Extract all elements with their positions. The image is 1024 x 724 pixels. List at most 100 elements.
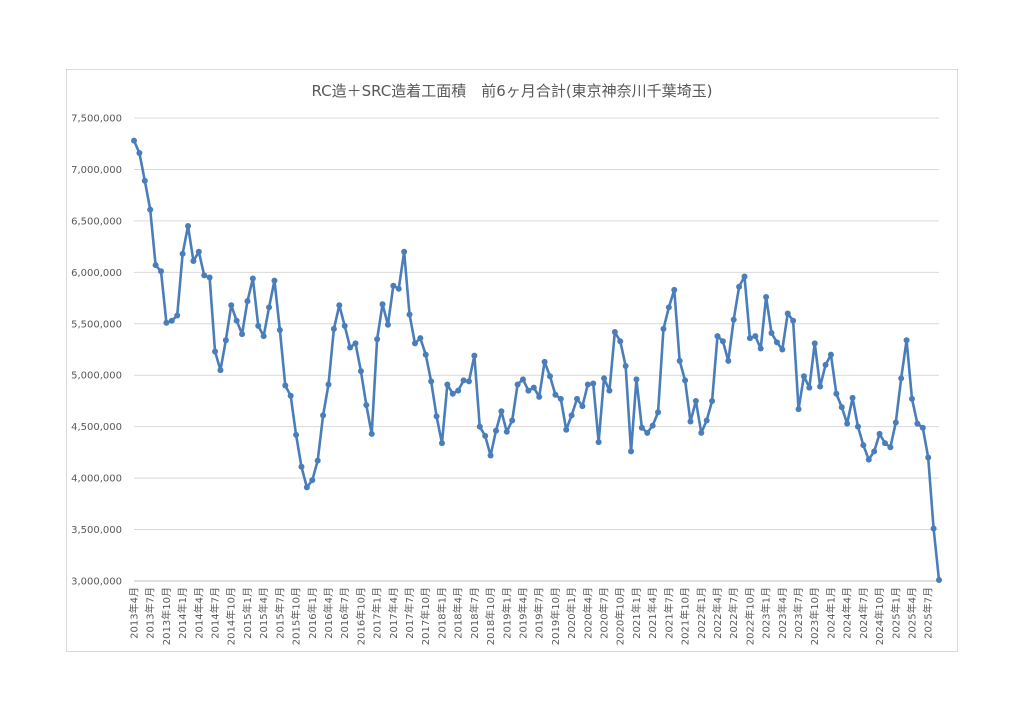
data-point	[617, 338, 624, 345]
data-point	[795, 406, 802, 413]
data-point	[622, 362, 629, 369]
data-point	[687, 418, 694, 425]
data-point	[525, 387, 532, 394]
data-point	[709, 397, 716, 404]
data-point	[433, 413, 440, 420]
data-point	[892, 419, 899, 426]
data-point	[676, 357, 683, 364]
data-point	[476, 423, 483, 430]
data-point	[611, 329, 618, 336]
data-point	[844, 420, 851, 427]
data-point	[914, 420, 921, 427]
data-point	[811, 340, 818, 347]
x-tick-label: 2014年1月	[176, 587, 189, 639]
data-point	[147, 206, 154, 213]
data-point	[347, 344, 354, 351]
data-point	[465, 378, 472, 385]
data-point	[552, 391, 559, 398]
x-tick-label: 2022年10月	[743, 587, 756, 645]
x-tick-label: 2013年10月	[160, 587, 173, 645]
data-point	[158, 268, 165, 275]
data-point	[563, 426, 570, 433]
data-point	[222, 337, 229, 344]
data-point	[628, 448, 635, 455]
y-tick-label: 5,000,000	[71, 371, 122, 382]
data-point	[590, 380, 597, 387]
y-tick-label: 7,000,000	[71, 165, 122, 176]
data-point	[282, 382, 289, 389]
x-tick-label: 2019年4月	[516, 587, 529, 639]
data-point	[384, 321, 391, 328]
x-tick-label: 2016年4月	[322, 587, 335, 639]
data-point	[492, 427, 499, 434]
x-tick-label: 2022年1月	[695, 587, 708, 639]
data-point	[903, 337, 910, 344]
y-tick-label: 4,000,000	[71, 474, 122, 485]
data-point	[152, 262, 159, 269]
data-point	[633, 376, 640, 383]
data-point	[325, 381, 332, 388]
x-tick-label: 2020年4月	[581, 587, 594, 639]
data-point	[482, 432, 489, 439]
x-tick-label: 2015年1月	[241, 587, 254, 639]
x-tick-label: 2015年10月	[290, 587, 303, 645]
data-point	[655, 409, 662, 416]
data-point	[568, 412, 575, 419]
data-point	[131, 137, 137, 144]
data-point	[455, 387, 462, 394]
x-tick-label: 2013年7月	[144, 587, 157, 639]
data-point	[239, 331, 246, 338]
x-tick-label: 2017年4月	[387, 587, 400, 639]
data-point	[854, 423, 861, 430]
y-tick-label: 3,500,000	[71, 525, 122, 536]
data-point	[471, 352, 478, 359]
x-tick-label: 2021年7月	[662, 587, 675, 639]
x-tick-label: 2022年4月	[711, 587, 724, 639]
data-point	[487, 452, 494, 459]
data-point	[298, 463, 305, 470]
x-tick-label: 2018年1月	[435, 587, 448, 639]
x-tick-label: 2023年10月	[808, 587, 821, 645]
data-point	[228, 302, 235, 309]
data-point	[379, 301, 386, 308]
y-tick-label: 7,500,000	[71, 114, 122, 125]
x-tick-label: 2021年4月	[646, 587, 659, 639]
data-point	[757, 345, 764, 352]
data-point	[530, 384, 537, 391]
data-point	[871, 448, 878, 455]
x-tick-label: 2020年7月	[598, 587, 611, 639]
x-tick-label: 2016年1月	[306, 587, 319, 639]
x-tick-label: 2018年10月	[484, 587, 497, 645]
data-point	[460, 377, 467, 384]
x-tick-label: 2020年10月	[614, 587, 627, 645]
data-point	[908, 395, 915, 402]
data-point	[395, 285, 402, 292]
x-tick-label: 2015年7月	[273, 587, 286, 639]
data-point	[660, 325, 667, 332]
x-tick-label: 2024年4月	[841, 587, 854, 639]
data-point	[773, 339, 780, 346]
x-tick-label: 2016年10月	[354, 587, 367, 645]
x-tick-label: 2019年10月	[549, 587, 562, 645]
x-tick-label: 2017年10月	[419, 587, 432, 645]
x-tick-label: 2020年1月	[565, 587, 578, 639]
data-point	[887, 444, 894, 451]
data-point	[822, 361, 829, 368]
data-point	[746, 335, 753, 342]
data-point	[509, 417, 516, 424]
x-tick-label: 2022年7月	[727, 587, 740, 639]
data-point	[276, 326, 283, 333]
data-point	[817, 383, 824, 390]
x-tick-label: 2018年7月	[468, 587, 481, 639]
data-point	[519, 376, 526, 383]
data-point	[833, 390, 840, 397]
x-tick-label: 2017年1月	[371, 587, 384, 639]
data-point	[363, 402, 370, 409]
data-point	[881, 440, 888, 447]
y-tick-label: 4,500,000	[71, 422, 122, 433]
x-tick-label: 2013年4月	[128, 587, 141, 639]
data-point	[665, 304, 672, 311]
data-point	[368, 430, 375, 437]
data-point	[919, 424, 926, 431]
data-point	[417, 335, 424, 342]
